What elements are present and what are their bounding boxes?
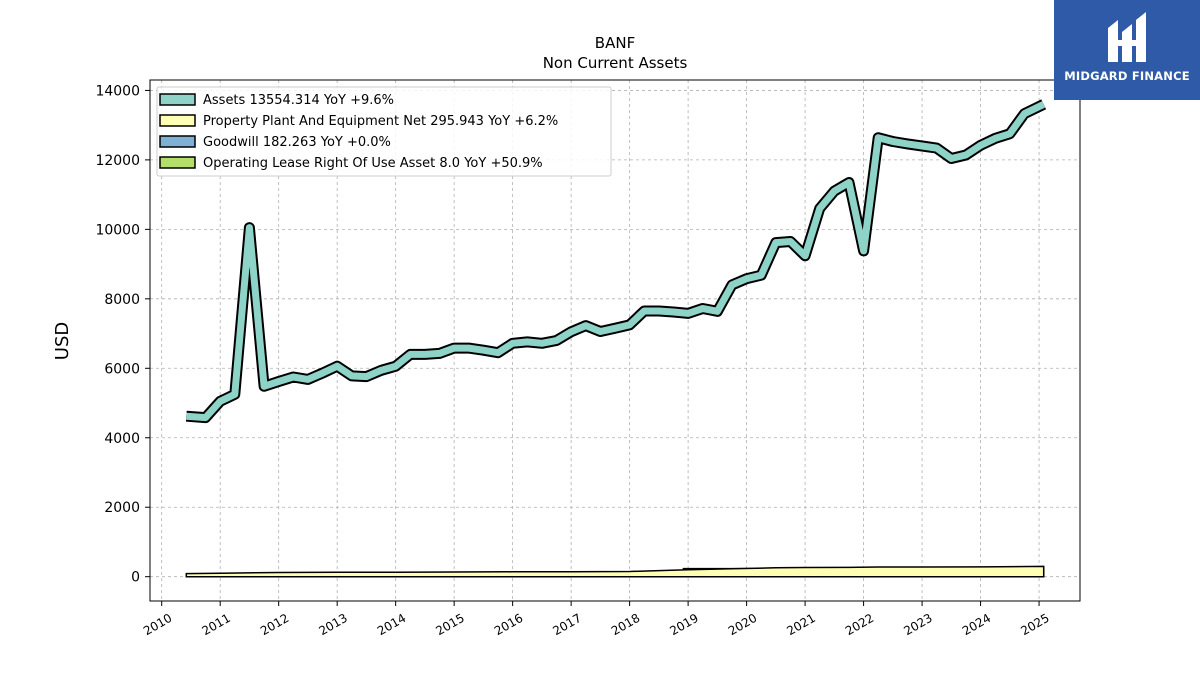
x-tick-label: 2010 <box>141 611 174 638</box>
series-layer <box>185 99 1047 578</box>
y-tick-label: 0 <box>131 570 140 586</box>
x-tick-label: 2011 <box>199 611 232 638</box>
y-tick-label: 14000 <box>95 83 140 99</box>
brand-name: MIDGARD FINANCE <box>1064 69 1190 83</box>
y-axis: 0 2000 4000 6000 8000 10000 12000 14000 <box>95 83 150 586</box>
legend-entry: Operating Lease Right Of Use Asset 8.0 Y… <box>203 156 543 171</box>
brand-logo: MIDGARD FINANCE <box>1054 0 1200 100</box>
y-tick-label: 10000 <box>95 222 140 238</box>
y-tick-label: 4000 <box>104 431 140 447</box>
area-property-plant-and-equipment-net <box>185 565 1045 578</box>
x-tick-label: 2013 <box>316 611 349 638</box>
series-assets <box>185 99 1047 424</box>
legend-swatch <box>159 114 196 127</box>
legend-swatch <box>159 156 196 169</box>
plot-area <box>149 79 1081 602</box>
x-tick-label: 2014 <box>375 611 408 638</box>
x-tick-label: 2024 <box>960 611 993 638</box>
chart-title-group: BANF Non Current Assets <box>543 34 688 72</box>
legend-swatch <box>159 93 196 106</box>
legend: Goodwill 182.263 YoY +0.0% Operating Leas… <box>156 86 612 177</box>
x-tick-label: 2025 <box>1018 611 1051 638</box>
legend-entry: Assets 13554.314 YoY +9.6% <box>203 93 394 108</box>
chart-subtitle: Non Current Assets <box>543 54 688 72</box>
y-axis-label: USD <box>52 322 73 360</box>
x-tick-label: 2022 <box>843 611 876 638</box>
legend-swatch <box>159 135 196 148</box>
series-property-plant-and-equipment-net <box>185 565 1045 578</box>
y-tick-label: 8000 <box>104 292 140 308</box>
legend-entry: Goodwill 182.263 YoY +0.0% <box>203 135 391 150</box>
midgard-logo-icon <box>1108 12 1146 62</box>
y-tick-label: 12000 <box>95 153 140 169</box>
x-tick-label: 2018 <box>609 611 642 638</box>
chart-title: BANF <box>595 34 635 52</box>
x-tick-label: 2023 <box>901 611 934 638</box>
assets-line <box>186 101 1046 422</box>
x-tick-label: 2015 <box>433 611 466 638</box>
x-tick-label: 2016 <box>492 611 525 638</box>
x-tick-label: 2017 <box>550 611 583 638</box>
legend-box <box>156 86 612 177</box>
x-tick-label: 2019 <box>667 611 700 638</box>
y-tick-label: 2000 <box>104 500 140 516</box>
x-tick-label: 2012 <box>258 611 291 638</box>
legend-entry: Property Plant And Equipment Net 295.943… <box>203 114 558 129</box>
y-tick-label: 6000 <box>104 361 140 377</box>
x-tick-label: 2021 <box>784 611 817 638</box>
x-tick-label: 2020 <box>726 611 759 638</box>
x-axis: 2010 2011 2012 2013 2014 2015 2016 2017 2018 2019… <box>141 601 1052 638</box>
